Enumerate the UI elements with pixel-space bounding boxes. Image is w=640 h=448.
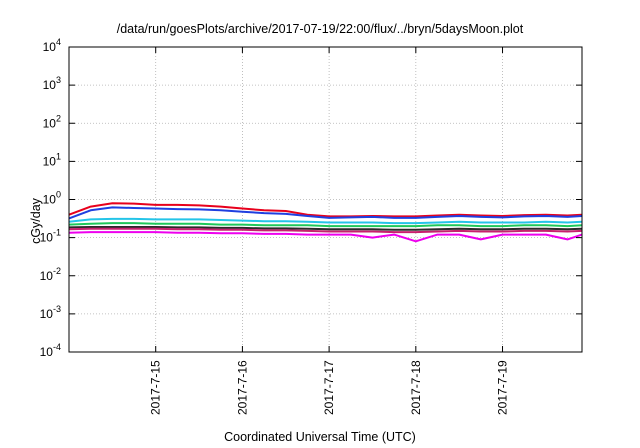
chart-title: /data/run/goesPlots/archive/2017-07-19/2… xyxy=(116,22,524,36)
x-tick-label: 2017-7-15 xyxy=(149,360,163,415)
series-line-1 xyxy=(68,202,583,218)
series-layer xyxy=(68,202,583,243)
y-tick-label: 10-2 xyxy=(40,266,61,283)
y-tick-label: 101 xyxy=(43,151,61,168)
series-line-2 xyxy=(68,206,583,220)
y-tick-label: 103 xyxy=(43,75,61,92)
series-line-7 xyxy=(68,231,583,243)
x-tick-label: 2017-7-18 xyxy=(409,360,423,415)
plot-frame xyxy=(68,46,583,353)
series-line-5 xyxy=(68,226,583,231)
x-tick-label: 2017-7-19 xyxy=(496,360,510,415)
y-tick-label: 104 xyxy=(43,37,61,54)
series-line-3 xyxy=(68,217,583,225)
x-axis-label: Coordinated Universal Time (UTC) xyxy=(224,430,416,444)
y-tick-label: 10-4 xyxy=(40,342,61,359)
y-tick-label: 102 xyxy=(43,113,61,130)
x-tick-label: 2017-7-17 xyxy=(322,360,336,415)
y-tick-label: 10-1 xyxy=(40,228,61,245)
y-tick-label: 10-3 xyxy=(40,304,61,321)
axes-layer: 10-4 10-3 10-2 10-1 100 101 102 103 104 2017-7-15… xyxy=(40,37,583,415)
grid-layer xyxy=(69,47,582,352)
series-line-4 xyxy=(68,222,583,228)
series-line-6 xyxy=(68,227,583,234)
y-tick-label: 100 xyxy=(43,190,61,207)
x-tick-label: 2017-7-16 xyxy=(235,360,249,415)
